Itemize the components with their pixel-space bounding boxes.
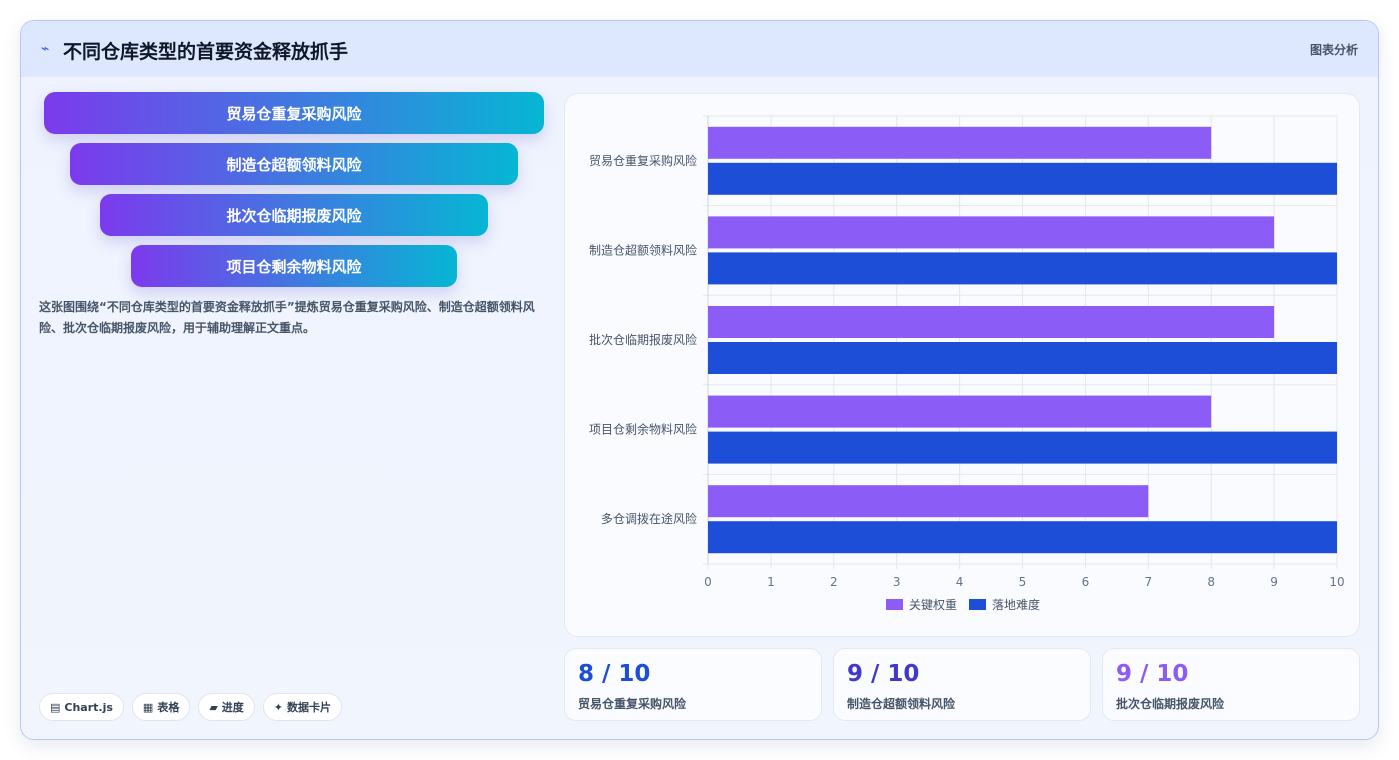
dashboard-card: ⌁ 不同仓库类型的首要资金释放抓手 图表分析 贸易仓重复采购风险 制造仓超额领料…	[20, 20, 1379, 740]
stat-label: 批次仓临期报废风险	[1116, 697, 1225, 711]
legend-label: 关键权重	[909, 598, 957, 612]
stat-value: 8 / 10	[578, 661, 651, 687]
stat-card: 9 / 10 批次仓临期报废风险	[1102, 648, 1360, 721]
x-tick-label: 6	[1082, 575, 1090, 589]
x-tick-label: 5	[1019, 575, 1027, 589]
stat-label: 制造仓超额领料风险	[847, 697, 956, 711]
trend-icon: ⌁	[41, 41, 50, 57]
y-tick-label: 项目仓剩余物料风险	[589, 422, 697, 437]
funnel-item: 制造仓超额领料风险	[70, 143, 518, 185]
chart-icon: ▤	[50, 700, 61, 714]
stat-value: 9 / 10	[847, 661, 920, 687]
pill-table[interactable]: ▦ 表格	[131, 693, 191, 721]
bar	[708, 395, 1212, 428]
table-icon: ▦	[142, 700, 154, 714]
bar	[708, 306, 1275, 338]
pill-label: 表格	[157, 701, 180, 714]
pill-chartjs[interactable]: ▤ Chart.js	[39, 693, 124, 721]
x-tick-label: 8	[1207, 575, 1215, 589]
bar	[708, 126, 1212, 159]
chart-analysis-label: 图表分析	[1309, 43, 1358, 57]
x-tick-label: 1	[767, 575, 775, 589]
funnel-item: 批次仓临期报废风险	[100, 194, 488, 236]
feature-pills: ▤ Chart.js ▦ 表格 ▰ 进度 ✦ 数据卡片	[39, 693, 343, 721]
pill-data-cards[interactable]: ✦ 数据卡片	[262, 693, 343, 721]
bar	[708, 162, 1337, 195]
bar-chart: 0 1 2 3 4 5 6 7 8 9 10 贸易仓重复采购风险制造仓超额领料风险批次仓临期报废风险项…	[589, 115, 1345, 612]
x-tick-label: 9	[1270, 575, 1278, 589]
funnel-item: 贸易仓重复采购风险	[44, 92, 544, 134]
x-tick-label: 3	[893, 575, 901, 589]
y-tick-label: 贸易仓重复采购风险	[589, 153, 697, 168]
legend-swatch	[886, 599, 903, 610]
chart-panel: 0 1 2 3 4 5 6 7 8 9 10 贸易仓重复采购风险 制造仓超额领料风险 批次仓临期报废风险项…	[564, 93, 1360, 637]
stat-value: 9 / 10	[1116, 661, 1189, 687]
x-tick-label: 4	[956, 575, 964, 589]
y-tick-label: 制造仓超额领料风险	[589, 242, 697, 257]
x-tick-label: 2	[830, 575, 838, 589]
legend-swatch	[969, 599, 986, 610]
bar	[708, 342, 1337, 374]
pill-label: Chart.js	[64, 700, 113, 714]
bar	[708, 485, 1149, 518]
bar	[708, 216, 1275, 249]
pill-label: 数据卡片	[287, 701, 332, 714]
progress-icon: ▰	[209, 700, 218, 714]
x-tick-label: 0	[704, 575, 712, 589]
card-header: ⌁ 不同仓库类型的首要资金释放抓手 图表分析	[21, 21, 1378, 77]
stat-label: 贸易仓重复采购风险	[578, 697, 687, 711]
stat-card: 9 / 10 制造仓超额领料风险	[833, 648, 1091, 721]
sparkle-icon: ✦	[273, 700, 284, 714]
chart-description: 这张图围绕“不同仓库类型的首要资金释放抓手”提炼贸易仓重复采购风险、制造仓超额领…	[39, 300, 535, 335]
bar	[708, 252, 1337, 285]
x-tick-label: 10	[1329, 575, 1344, 589]
legend-label: 落地难度	[992, 597, 1040, 612]
pill-label: 进度	[221, 701, 244, 714]
bar	[708, 521, 1337, 554]
page-title: 不同仓库类型的首要资金释放抓手	[63, 41, 349, 63]
pill-progress[interactable]: ▰ 进度	[198, 693, 255, 721]
funnel-item: 项目仓剩余物料风险	[131, 245, 457, 287]
y-tick-label: 多仓调拨在途风险	[601, 511, 697, 526]
stat-card: 8 / 10 贸易仓重复采购风险	[564, 648, 822, 721]
y-tick-label: 批次仓临期报废风险	[589, 332, 697, 347]
x-tick-label: 7	[1144, 575, 1152, 589]
bar	[708, 431, 1337, 464]
